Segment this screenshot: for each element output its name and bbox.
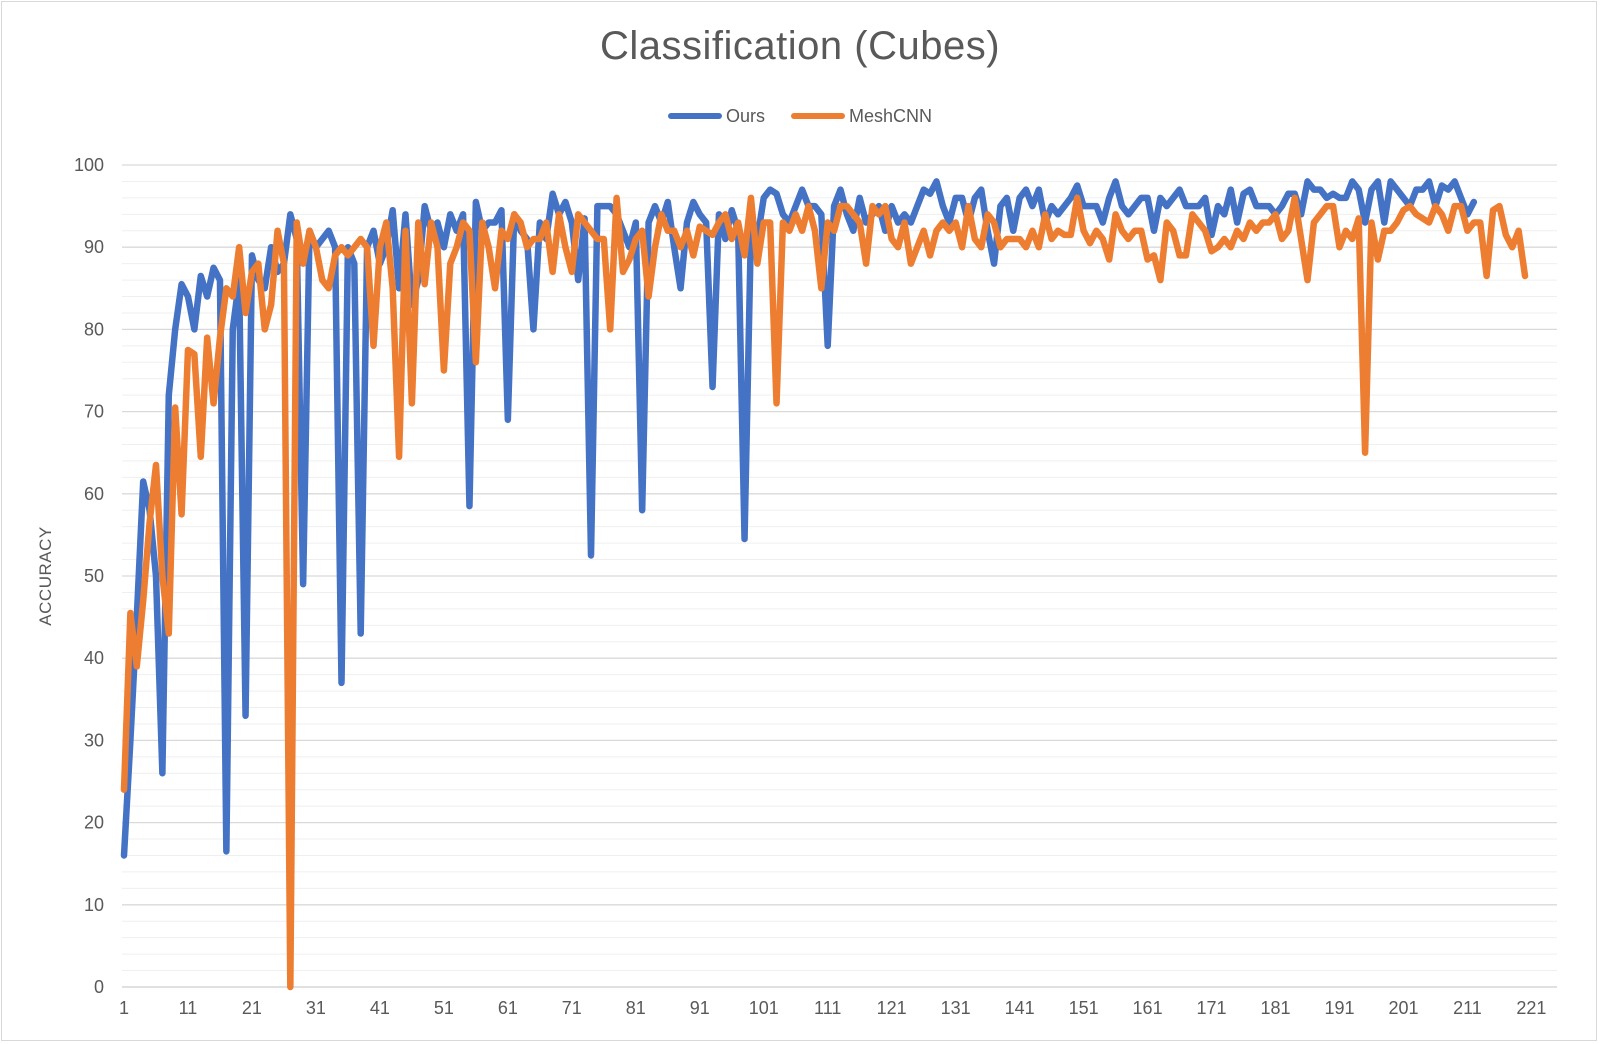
series-line-meshcnn [120, 194, 1529, 991]
x-tick-label: 91 [690, 998, 710, 1018]
y-axis: 0 10 20 30 40 50 60 70 80 90 100 [74, 155, 104, 997]
x-tick-label: 181 [1260, 998, 1290, 1018]
y-tick-label: 80 [84, 319, 104, 339]
x-tick-label: 81 [626, 998, 646, 1018]
y-tick-label: 50 [84, 566, 104, 586]
legend-item-ours: Ours [667, 105, 765, 127]
y-tick-label: 60 [84, 484, 104, 504]
x-tick-label: 191 [1324, 998, 1354, 1018]
x-tick-label: 141 [1005, 998, 1035, 1018]
x-tick-label: 131 [941, 998, 971, 1018]
x-tick-label: 211 [1453, 998, 1482, 1018]
y-axis-title: ACCURACY [36, 526, 55, 625]
legend-swatch-ours [667, 113, 722, 119]
x-tick-label: 221 [1516, 998, 1546, 1018]
x-tick-label: 111 [814, 998, 841, 1018]
y-tick-label: 0 [94, 977, 104, 997]
y-tick-label: 30 [84, 730, 104, 750]
legend-swatch-meshcnn [791, 113, 845, 119]
y-tick-label: 10 [84, 895, 104, 915]
x-tick-label: 71 [562, 998, 582, 1018]
x-tick-label: 51 [434, 998, 454, 1018]
x-tick-label: 121 [877, 998, 907, 1018]
y-tick-label: 100 [74, 155, 104, 175]
x-tick-label: 11 [179, 998, 198, 1018]
y-tick-label: 20 [84, 813, 104, 833]
x-tick-label: 41 [370, 998, 390, 1018]
x-tick-label: 1 [119, 998, 129, 1018]
x-tick-label: 101 [749, 998, 779, 1018]
x-axis: 1 11 21 31 41 51 61 71 81 91 101 111 121 131 141 151 161… [119, 986, 1557, 1018]
x-tick-label: 171 [1197, 998, 1227, 1018]
x-tick-label: 161 [1133, 998, 1163, 1018]
legend-item-meshcnn: MeshCNN [791, 106, 932, 127]
series-lines [120, 178, 1529, 991]
x-tick-label: 31 [306, 998, 326, 1018]
chart-title: Classification (Cubes) [599, 24, 1001, 68]
gridlines [122, 164, 1557, 988]
x-tick-label: 151 [1069, 998, 1099, 1018]
legend: Ours MeshCNN [0, 104, 1600, 128]
x-tick-label: 21 [242, 998, 262, 1018]
y-tick-label: 90 [84, 237, 104, 257]
y-tick-label: 40 [84, 648, 104, 668]
x-tick-label: 61 [498, 998, 518, 1018]
legend-label-ours: Ours [725, 105, 765, 126]
y-tick-label: 70 [84, 402, 104, 422]
legend-label-meshcnn: MeshCNN [849, 105, 933, 126]
x-tick-label: 201 [1388, 998, 1418, 1018]
